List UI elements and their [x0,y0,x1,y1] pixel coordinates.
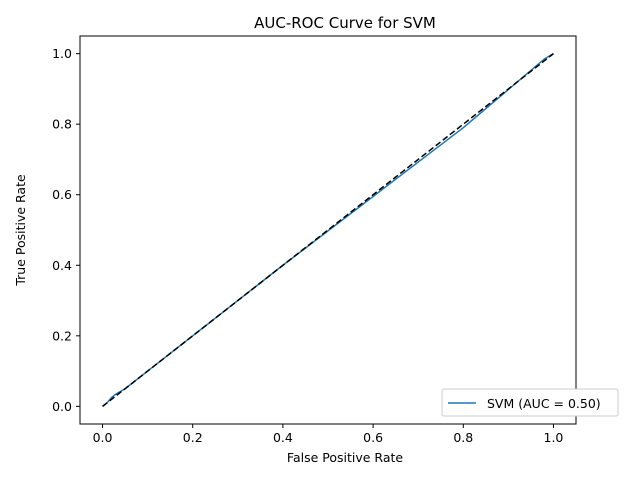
y-tick-label: 0.8 [52,117,72,132]
y-tick-label: 0.6 [52,187,72,202]
x-tick-label: 0.4 [273,430,293,445]
y-tick-label: 0.4 [52,258,72,273]
x-tick-label: 1.0 [544,430,564,445]
legend-box [441,388,619,417]
x-axis-label: False Positive Rate [287,450,403,465]
plot-area [102,52,554,407]
chart-title: AUC-ROC Curve for SVM [254,14,436,32]
y-tick-label: 1.0 [52,46,72,61]
x-axis: 0.0 0.2 0.4 0.6 0.8 1.0 [93,424,564,445]
reference-diagonal-line [102,53,554,407]
x-tick-label: 0.0 [93,430,113,445]
x-tick-label: 0.6 [363,430,383,445]
x-tick-label: 0.2 [183,430,203,445]
y-tick-label: 0.2 [52,328,72,343]
y-axis: 0.0 0.2 0.4 0.6 0.8 1.0 [52,46,80,414]
legend: SVM (AUC = 0.50) [441,388,619,417]
y-axis-label: True Positive Rate [13,174,28,287]
x-tick-label: 0.8 [453,430,473,445]
plot-frame [79,35,577,425]
y-tick-label: 0.0 [52,399,72,414]
legend-label-svm: SVM (AUC = 0.50) [487,396,601,411]
